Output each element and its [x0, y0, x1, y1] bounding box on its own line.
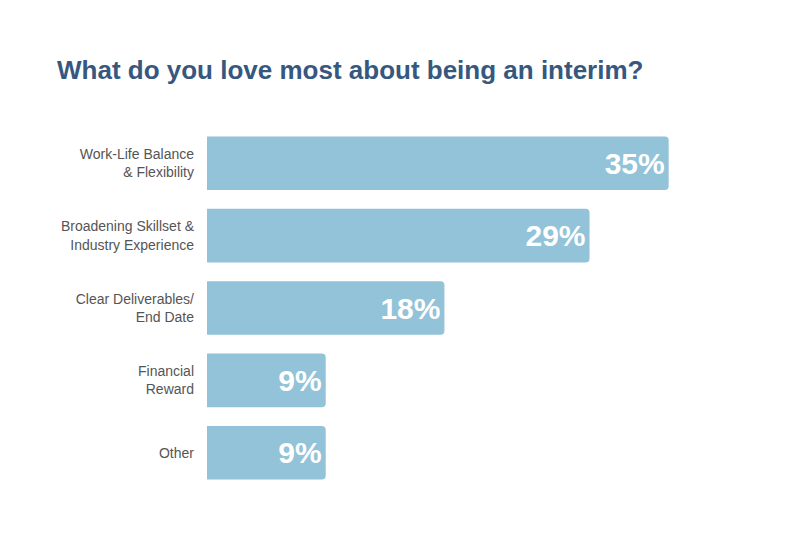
svg-text:9%: 9%	[278, 364, 321, 397]
svg-text:9%: 9%	[278, 436, 321, 469]
svg-text:What do you love most about be: What do you love most about being an int…	[57, 55, 643, 85]
svg-text:35%: 35%	[605, 147, 665, 180]
svg-text:Work-Life Balance& Flexibility: Work-Life Balance& Flexibility	[80, 146, 194, 180]
svg-text:Broadening Skillset &Industry: Broadening Skillset &Industry Experience	[61, 218, 195, 252]
svg-text:29%: 29%	[525, 219, 585, 252]
svg-text:18%: 18%	[380, 292, 440, 325]
svg-text:FinancialReward: FinancialReward	[138, 363, 194, 397]
svg-text:Other: Other	[159, 445, 194, 461]
svg-text:Clear Deliverables/End Date: Clear Deliverables/End Date	[76, 291, 194, 325]
